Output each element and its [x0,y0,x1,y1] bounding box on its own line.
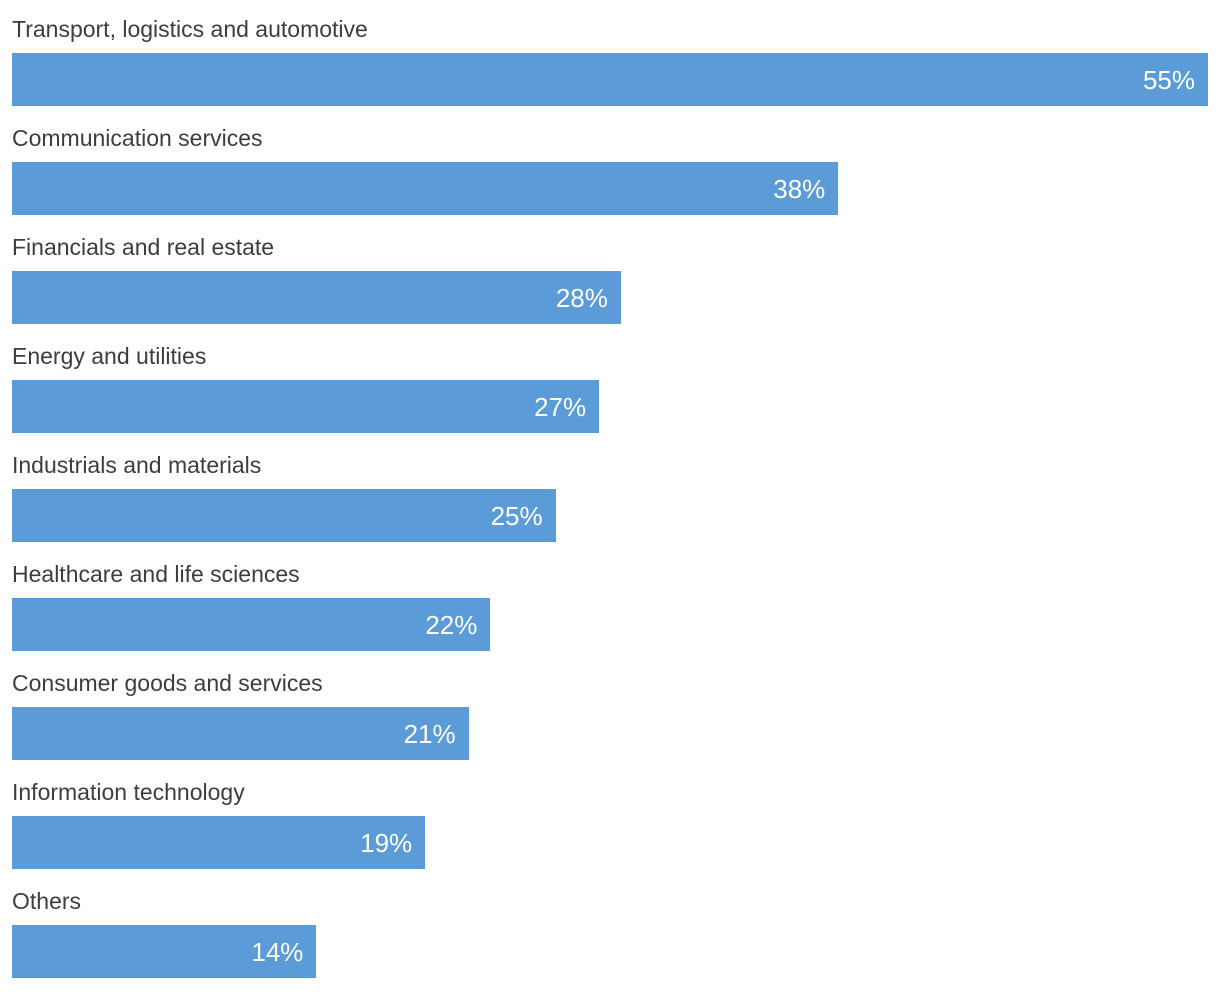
bar-category-label: Healthcare and life sciences [12,561,300,587]
bar-track: 22% [12,598,1208,651]
bar-track: 21% [12,707,1208,760]
bar-category-label: Transport, logistics and automotive [12,16,368,42]
bar-row: Industrials and materials 25% [12,448,1208,542]
horizontal-bar-chart: Transport, logistics and automotive 55% … [12,12,1208,978]
bar-row: Energy and utilities 27% [12,339,1208,433]
bar: 19% [12,816,426,869]
bar-row: Information technology 19% [12,775,1208,869]
bar: 38% [12,162,839,215]
bar-category-label: Energy and utilities [12,343,207,369]
bar: 14% [12,925,317,978]
bar-track: 25% [12,489,1208,542]
bar-value-label: 14% [251,936,304,967]
bar-row: Healthcare and life sciences 22% [12,557,1208,651]
bar-value-label: 27% [534,391,587,422]
bar-category-label: Information technology [12,779,245,805]
bar-category-label: Communication services [12,125,263,151]
bar-value-label: 25% [490,500,543,531]
bar: 55% [12,53,1208,106]
bar-category-label: Financials and real estate [12,234,275,260]
bar-row: Communication services 38% [12,121,1208,215]
bar-row: Consumer goods and services 21% [12,666,1208,760]
bar-track: 28% [12,271,1208,324]
bar-category-label: Others [12,888,82,914]
bar-category-label: Industrials and materials [12,452,262,478]
bar-category-label: Consumer goods and services [12,670,323,696]
bar-track: 14% [12,925,1208,978]
bar-value-label: 38% [773,173,826,204]
bar: 28% [12,271,621,324]
bar: 22% [12,598,491,651]
bar-value-label: 21% [403,718,456,749]
bar-value-label: 22% [425,609,478,640]
bar: 25% [12,489,556,542]
bar-row: Others 14% [12,884,1208,978]
bar-row: Transport, logistics and automotive 55% [12,12,1208,106]
bar-track: 19% [12,816,1208,869]
bar-value-label: 28% [555,282,608,313]
bar-value-label: 19% [360,827,413,858]
bar-track: 27% [12,380,1208,433]
bar-value-label: 55% [1142,64,1195,95]
bar-track: 38% [12,162,1208,215]
bar: 21% [12,707,469,760]
bar-row: Financials and real estate 28% [12,230,1208,324]
bar: 27% [12,380,600,433]
bar-track: 55% [12,53,1208,106]
